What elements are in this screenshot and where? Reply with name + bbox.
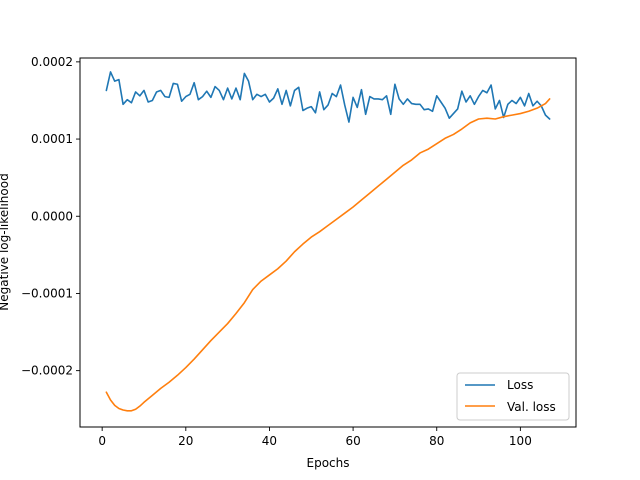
plot-frame bbox=[79, 57, 577, 428]
x-axis-ticks: 0 20 40 60 80 100 bbox=[98, 427, 532, 448]
legend: Loss Val. loss bbox=[456, 372, 570, 421]
x-tick-label: 100 bbox=[509, 434, 532, 448]
x-tick-label: 80 bbox=[429, 434, 444, 448]
series-layer bbox=[105, 71, 551, 412]
x-tick-label: 0 bbox=[98, 434, 106, 448]
y-axis-label: Negative log-likelihood bbox=[0, 173, 11, 310]
legend-label-loss: Loss bbox=[507, 378, 533, 392]
y-tick-label: −0.0001 bbox=[21, 286, 73, 300]
y-tick-label: 0.0001 bbox=[31, 132, 73, 146]
x-axis-label: Epochs bbox=[307, 456, 350, 470]
y-tick-label: 0.0002 bbox=[31, 55, 73, 69]
legend-label-val-loss: Val. loss bbox=[507, 400, 556, 414]
series-line-loss bbox=[105, 71, 551, 123]
x-tick-label: 40 bbox=[262, 434, 277, 448]
y-tick-label: 0.0000 bbox=[31, 209, 73, 223]
x-tick-label: 60 bbox=[345, 434, 360, 448]
y-tick-label: −0.0002 bbox=[21, 364, 73, 378]
y-axis-ticks: −0.0002 −0.0001 0.0000 0.0001 0.0002 bbox=[21, 55, 80, 378]
x-tick-label: 20 bbox=[178, 434, 193, 448]
series-line-val-loss bbox=[105, 98, 551, 412]
